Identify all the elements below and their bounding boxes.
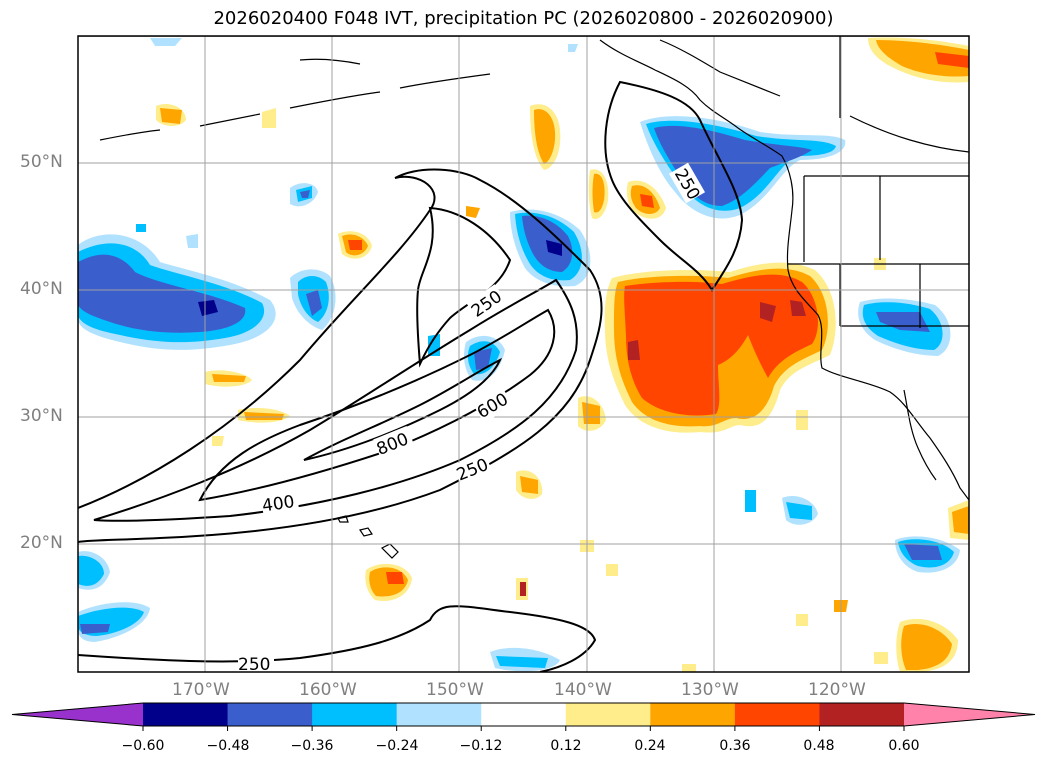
colorbar-bin (565, 703, 651, 726)
lat-label: 50°N (20, 152, 63, 172)
colorbar (11, 702, 1036, 731)
lat-label: 30°N (20, 406, 63, 426)
colorbar-tick-label: −0.48 (206, 738, 250, 754)
colorbar-tick-label: −0.60 (121, 738, 165, 754)
lon-label: 170°W (172, 680, 230, 700)
gridlines (78, 36, 969, 672)
lon-label: 150°W (426, 680, 484, 700)
contour-label-masks (238, 162, 706, 674)
colorbar-tick-label: 0.12 (550, 738, 582, 754)
contour-label: 400 (261, 492, 296, 516)
colorbar-tick-label: 0.36 (719, 738, 751, 754)
lat-label: 40°N (20, 279, 63, 299)
lon-label: 130°W (681, 680, 739, 700)
colorbar-extend-max (904, 703, 1035, 726)
colorbar-bin (481, 703, 567, 726)
colorbar-bin (312, 703, 398, 726)
colorbar-bin (227, 703, 313, 726)
lon-label: 120°W (808, 680, 866, 700)
lat-label: 20°N (20, 533, 63, 553)
negative-anomaly-shading (78, 38, 960, 672)
colorbar-extend-min (12, 703, 143, 726)
colorbar-tick-label: −0.12 (459, 738, 503, 754)
positive-anomaly-shading (156, 37, 969, 672)
colorbar-tick-label: −0.24 (375, 738, 419, 754)
map-frame (77, 35, 970, 673)
colorbar-bin (396, 703, 482, 726)
lon-label: 140°W (554, 680, 612, 700)
contour-label: 800 (374, 429, 412, 460)
contour-label: 250 (468, 287, 506, 322)
lon-label: 160°W (299, 680, 357, 700)
colorbar-bin (734, 703, 820, 726)
colorbar-bin (143, 703, 229, 726)
colorbar-tick-label: 0.48 (803, 738, 835, 754)
contour-labels: 250 250 600 800 250 400 250 (238, 166, 704, 675)
colorbar-bin (819, 703, 905, 726)
colorbar-tick-label: 0.24 (634, 738, 666, 754)
colorbar-tick-label: 0.60 (888, 738, 920, 754)
coastlines (78, 36, 969, 559)
colorbar-bin (650, 703, 736, 726)
map-title: 2026020400 F048 IVT, precipitation PC (2… (213, 8, 834, 29)
precip-shading (78, 36, 969, 672)
colorbar-tick-label: −0.36 (290, 738, 334, 754)
contour-label: 250 (238, 655, 270, 675)
